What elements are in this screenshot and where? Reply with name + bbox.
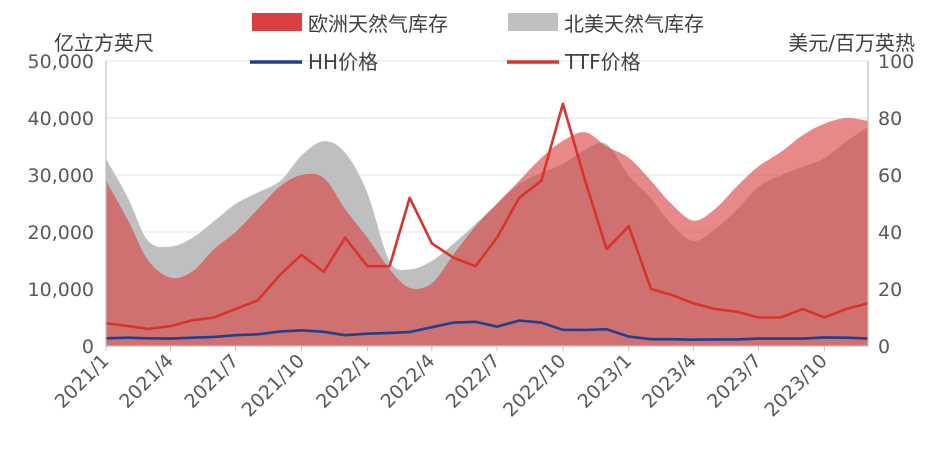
x-tick-label: 2023/10 [760,350,831,421]
left-tick-label: 50,000 [28,51,94,73]
x-tick-label: 2021/4 [115,350,178,413]
x-tick-label: 2021/7 [180,350,243,413]
area-series [105,117,869,346]
x-tick-label: 2022/4 [377,350,440,413]
line-hh-price [105,319,869,341]
x-tick-label: 2023/1 [574,350,637,413]
left-tick-label: 10,000 [28,279,94,301]
x-tick-label: 2021/1 [51,350,114,413]
left-axis-unit: 亿立方英尺 [54,31,154,55]
line-ttf-price [105,102,869,331]
legend-swatch-na-storage [508,13,558,31]
legend-label-na-storage: 北美天然气库存 [564,12,704,36]
left-tick-label: 20,000 [28,222,94,244]
line-series [105,102,869,341]
legend-swatch-europe-storage [252,13,302,31]
legend-label-ttf: TTF价格 [564,50,641,74]
right-axis-unit: 美元/百万英热 [788,31,915,55]
right-tick-label: 40 [878,222,902,244]
left-tick-label: 40,000 [28,108,94,130]
left-tick-label: 30,000 [28,165,94,187]
x-tick-label: 2023/4 [638,350,701,413]
area-europe-storage [106,117,868,346]
right-tick-label: 20 [878,279,902,301]
right-tick-label: 60 [878,165,902,187]
x-tick-label: 2022/10 [499,350,570,421]
left-tick-label: 0 [82,336,94,358]
x-tick-label: 2022/1 [312,350,375,413]
x-tick-label: 2023/7 [703,350,766,413]
right-tick-label: 0 [878,336,890,358]
legend-label-hh: HH价格 [308,50,378,74]
x-tick-label: 2022/7 [442,350,505,413]
x-tick-label: 2021/10 [238,350,309,421]
legend: 欧洲天然气库存 北美天然气库存 HH价格 TTF价格 [250,12,704,74]
right-tick-label: 80 [878,108,902,130]
legend-label-europe-storage: 欧洲天然气库存 [308,12,448,36]
right-tick-label: 100 [878,51,914,73]
